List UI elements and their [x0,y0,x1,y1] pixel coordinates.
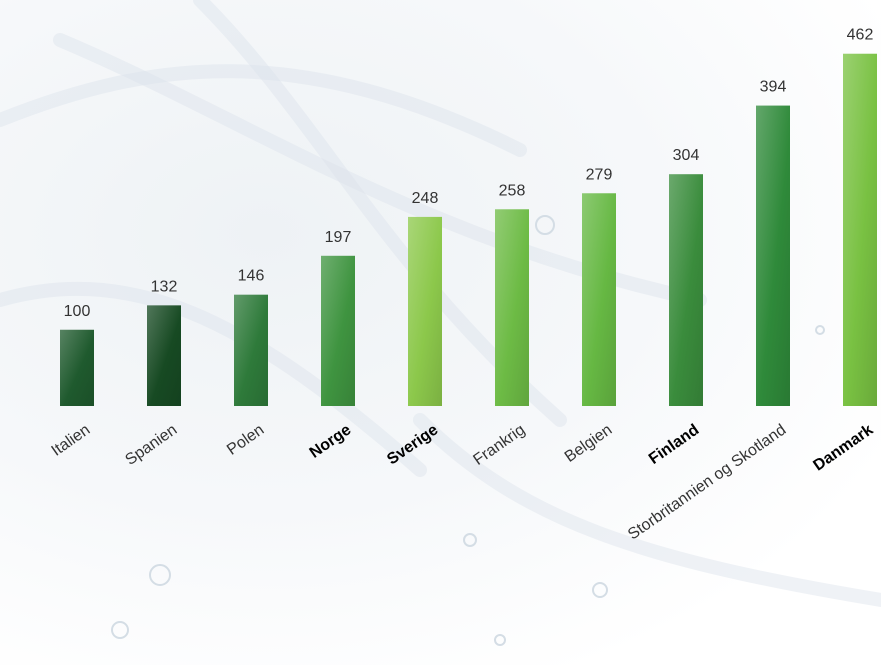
value-label: 100 [64,303,91,320]
splash-streak [193,0,567,427]
value-label: 279 [586,166,613,183]
bar-danmark [843,53,877,406]
splash-streak [413,413,881,607]
water-drop [535,215,555,235]
water-drop [592,582,608,598]
bar-sverige [408,216,442,406]
bar-spanien [147,305,181,406]
category-label: Belgien [562,421,615,466]
bar-frankrig [495,209,529,406]
value-label: 394 [760,79,787,96]
splash-streak [0,281,427,477]
water-drop [111,621,129,639]
value-label: 197 [325,229,352,246]
value-label: 304 [673,147,700,164]
bars-group [60,53,877,406]
category-label: Italien [49,421,94,459]
water-drop [815,325,825,335]
category-label: Frankrig [470,421,528,469]
category-label: Finland [646,421,702,468]
value-label: 258 [499,182,526,199]
category-label: Storbritannien og Skotland [625,421,789,543]
category-label: Polen [224,421,267,458]
bar-norge [321,255,355,406]
category-label: Spanien [122,421,180,469]
bar-polen [234,294,268,406]
bar-italien [60,329,94,406]
splash-streak [0,64,527,157]
value-label: 146 [238,268,265,285]
value-labels-group: 100 132 146 197 248 258 279 304 394 462 [64,27,874,320]
value-label: 462 [847,27,874,44]
bar-storbritannien-og-skotland [756,105,790,406]
category-labels-group: Italien Spanien Polen Norge Sverige Frankrig B… [49,421,877,543]
water-drop [463,533,477,547]
water-drop [494,634,506,646]
water-drop [149,564,171,586]
category-label: Danmark [810,421,876,474]
value-label: 248 [412,190,439,207]
bar-finland [669,174,703,406]
value-label: 132 [151,278,178,295]
category-label: Norge [307,421,355,461]
bar-belgien [582,193,616,406]
